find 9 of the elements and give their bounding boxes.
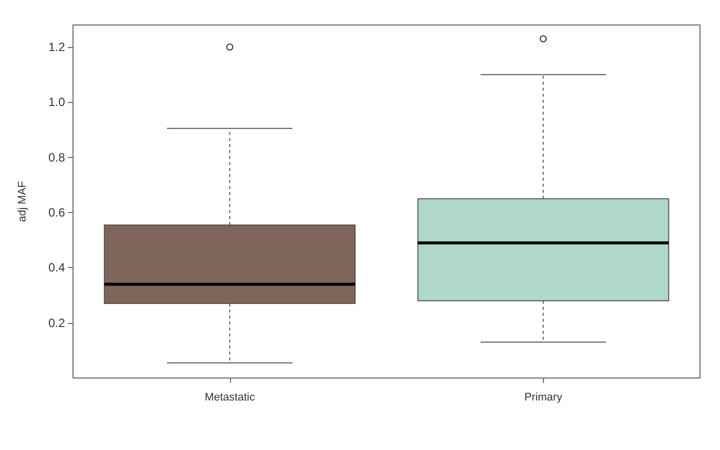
y-tick-label: 0.8 bbox=[48, 150, 66, 164]
x-tick-label: Primary bbox=[524, 392, 563, 404]
y-tick-label: 1.2 bbox=[48, 40, 66, 54]
y-tick-label: 0.2 bbox=[48, 316, 66, 330]
y-axis-title: adj MAF bbox=[16, 180, 28, 222]
x-tick-label: Metastatic bbox=[204, 392, 256, 404]
y-tick-label: 0.4 bbox=[48, 260, 66, 275]
y-tick-label: 0.6 bbox=[48, 206, 66, 220]
y-tick-label: 1.0 bbox=[48, 95, 66, 110]
